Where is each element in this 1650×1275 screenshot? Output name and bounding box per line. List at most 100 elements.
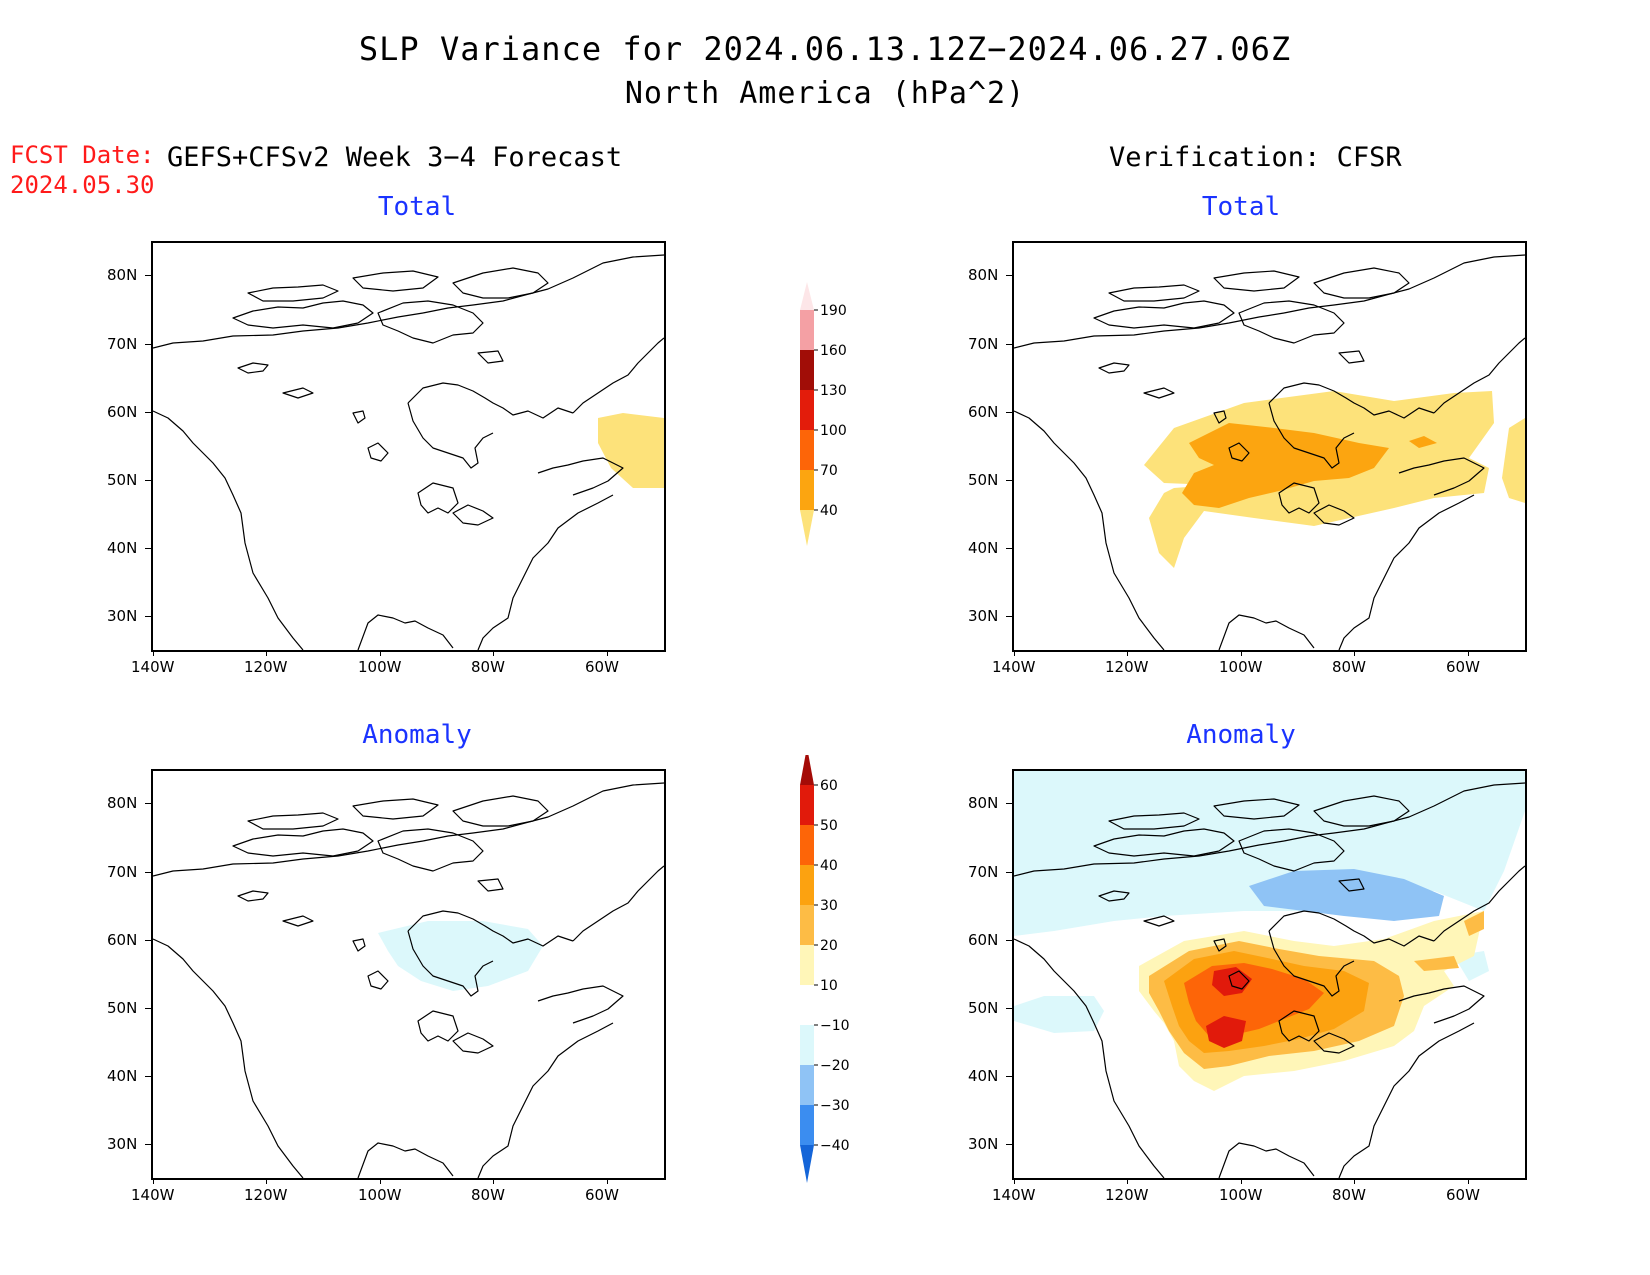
panel-subtitle-fcst-total: Total <box>377 192 457 222</box>
lat-label-verif-anomaly: 60N <box>968 931 999 949</box>
colorbar-bottom-arrow <box>800 1145 814 1183</box>
shade-verif-anomaly-neg10b <box>1014 996 1104 1033</box>
map-verif-anomaly-svg <box>1014 771 1525 1178</box>
lat-tick-verif-total <box>1006 275 1012 276</box>
lat-tick-verif-anomaly <box>1006 872 1012 873</box>
lat-label-verif-anomaly: 30N <box>968 1135 999 1153</box>
lon-tick-verif-anomaly <box>1468 1178 1469 1184</box>
colorbar-label: −10 <box>820 1018 850 1034</box>
colorbar-label: 160 <box>820 343 847 359</box>
colorbar-label: 100 <box>820 423 847 439</box>
lat-tick-verif-anomaly <box>1006 1008 1012 1009</box>
shade-fcst-anomaly-neg10 <box>378 921 543 991</box>
colorbar-segment <box>800 470 814 510</box>
lat-label-fcst-anomaly: 60N <box>107 931 138 949</box>
colorbar-segment <box>800 350 814 390</box>
shade-atlantic-40 <box>598 413 664 488</box>
lat-label-fcst-total: 60N <box>107 403 138 421</box>
lat-label-fcst-anomaly: 40N <box>107 1067 138 1085</box>
lon-label-verif-anomaly: 100W <box>1219 1186 1263 1204</box>
lon-label-verif-total: 60W <box>1446 658 1480 676</box>
colorbar-label: −20 <box>820 1058 850 1074</box>
colorbar-segment <box>800 865 814 905</box>
colorbar-label: 20 <box>820 938 838 954</box>
lon-label-fcst-anomaly: 60W <box>585 1186 619 1204</box>
lon-label-fcst-anomaly: 140W <box>131 1186 175 1204</box>
lon-tick-verif-total <box>1354 650 1355 656</box>
lat-tick-fcst-anomaly <box>145 1076 151 1077</box>
colorbar-label: 70 <box>820 463 838 479</box>
lon-tick-verif-anomaly <box>1241 1178 1242 1184</box>
colorbar-segment <box>800 985 814 1025</box>
colorbar-label: 30 <box>820 898 838 914</box>
lat-label-verif-total: 80N <box>968 266 999 284</box>
lon-label-fcst-total: 140W <box>131 658 175 676</box>
colorbar-label: 40 <box>820 503 838 519</box>
lat-tick-verif-anomaly <box>1006 1076 1012 1077</box>
panel-subtitle-fcst-anomaly: Anomaly <box>362 720 472 750</box>
colorbar-label: 130 <box>820 383 847 399</box>
lat-label-fcst-anomaly: 70N <box>107 863 138 881</box>
lat-tick-verif-anomaly <box>1006 803 1012 804</box>
lon-tick-fcst-total <box>493 650 494 656</box>
lat-label-fcst-total: 80N <box>107 266 138 284</box>
colorbar-segment <box>800 825 814 865</box>
lon-tick-fcst-total <box>380 650 381 656</box>
colorbar-bottom-arrow <box>800 510 814 546</box>
shade-verif-anomaly-neg10 <box>1014 771 1525 936</box>
lat-label-verif-anomaly: 50N <box>968 999 999 1017</box>
map-panel-verif-total <box>1012 241 1527 652</box>
lat-label-fcst-total: 70N <box>107 335 138 353</box>
lon-tick-verif-anomaly <box>1014 1178 1015 1184</box>
colorbar-label: −40 <box>820 1138 850 1154</box>
lat-tick-verif-total <box>1006 344 1012 345</box>
map-panel-fcst-total <box>151 241 666 652</box>
shade-verif-total-70b <box>1409 436 1437 448</box>
lon-tick-fcst-anomaly <box>380 1178 381 1184</box>
shade-verif-anomaly-20c <box>1464 911 1484 936</box>
lon-label-verif-total: 100W <box>1219 658 1263 676</box>
lon-tick-fcst-total <box>153 650 154 656</box>
lon-label-fcst-total: 120W <box>244 658 288 676</box>
fcst-date-label: FCST Date: <box>10 141 155 169</box>
lat-tick-fcst-total <box>145 616 151 617</box>
lat-tick-fcst-anomaly <box>145 1008 151 1009</box>
colorbar-segment <box>800 785 814 825</box>
lat-tick-verif-total <box>1006 548 1012 549</box>
lat-tick-fcst-total <box>145 275 151 276</box>
lat-label-fcst-total: 50N <box>107 471 138 489</box>
fcst-date-block: FCST Date: 2024.05.30 <box>10 140 155 200</box>
lon-tick-fcst-anomaly <box>153 1178 154 1184</box>
lat-label-fcst-total: 40N <box>107 539 138 557</box>
lat-label-verif-anomaly: 70N <box>968 863 999 881</box>
lat-tick-fcst-anomaly <box>145 872 151 873</box>
forecast-column-header: GEFS+CFSv2 Week 3−4 Forecast <box>167 142 623 173</box>
shade-verif-anomaly-50b <box>1206 1016 1246 1048</box>
lon-tick-fcst-total <box>607 650 608 656</box>
lon-tick-verif-total <box>1468 650 1469 656</box>
lon-tick-verif-total <box>1127 650 1128 656</box>
lon-label-fcst-total: 60W <box>585 658 619 676</box>
colorbar-label: −30 <box>820 1098 850 1114</box>
lat-tick-fcst-total <box>145 412 151 413</box>
total-colorbar: 4070100130160190220 <box>800 282 847 546</box>
shade-verif-total-70 <box>1182 423 1389 508</box>
panel-subtitle-verif-total: Total <box>1201 192 1281 222</box>
verification-column-header: Verification: CFSR <box>1109 142 1402 173</box>
lat-label-verif-total: 30N <box>968 607 999 625</box>
anomaly-colorbar: −40 −30 −20 −10 10 20 30 40 50 60 <box>800 755 850 1183</box>
lon-label-verif-anomaly: 120W <box>1105 1186 1149 1204</box>
lat-label-verif-total: 40N <box>968 539 999 557</box>
colorbar-segment <box>800 1025 814 1065</box>
lon-tick-verif-total <box>1241 650 1242 656</box>
map-panel-verif-anomaly <box>1012 769 1527 1180</box>
lon-tick-fcst-anomaly <box>266 1178 267 1184</box>
colorbar-segment <box>800 945 814 985</box>
colorbar-segment <box>800 310 814 350</box>
lon-label-verif-anomaly: 60W <box>1446 1186 1480 1204</box>
lon-tick-fcst-total <box>266 650 267 656</box>
lat-label-verif-total: 50N <box>968 471 999 489</box>
lat-tick-verif-anomaly <box>1006 1144 1012 1145</box>
colorbar-segment <box>800 905 814 945</box>
lat-label-fcst-total: 30N <box>107 607 138 625</box>
